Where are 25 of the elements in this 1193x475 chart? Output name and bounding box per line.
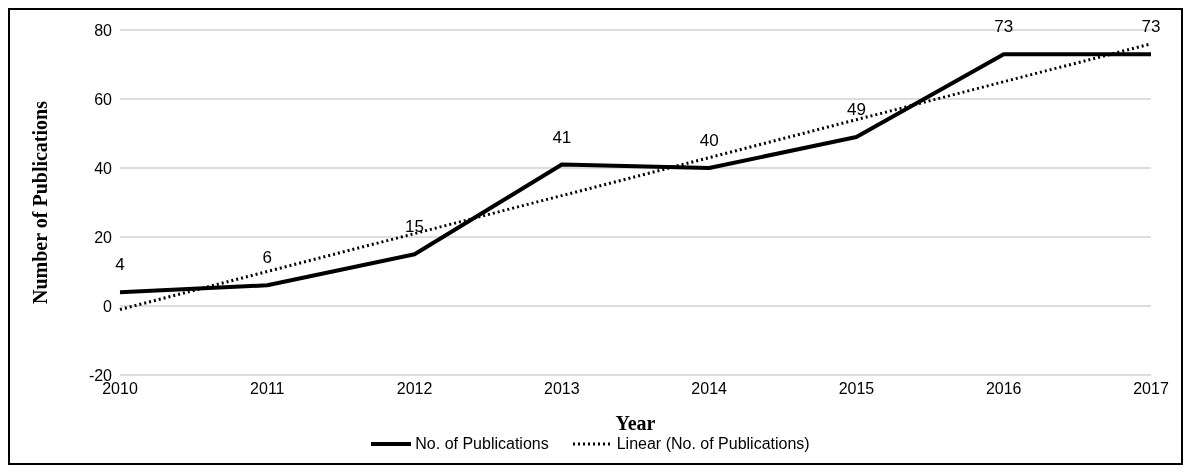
- y-tick-label: 40: [94, 159, 113, 177]
- data-label: 49: [846, 99, 866, 119]
- data-label: 15: [405, 217, 425, 237]
- y-tick-label: 20: [94, 228, 113, 246]
- y-tick-label: 80: [94, 21, 113, 39]
- y-tick-label: 60: [94, 90, 113, 108]
- x-tick-label: 2010: [102, 380, 138, 398]
- legend-label: Linear (No. of Publications): [616, 435, 810, 453]
- y-tick-label: 0: [103, 297, 113, 315]
- x-tick-label: 2012: [396, 380, 433, 398]
- x-tick-label: 2013: [544, 380, 580, 398]
- x-axis-title: Year: [615, 412, 656, 434]
- data-label: 40: [699, 131, 719, 150]
- data-label: 4: [115, 255, 125, 275]
- x-tick-label: 2016: [985, 380, 1022, 398]
- x-tick-label: 2017: [1133, 380, 1169, 398]
- x-tick-label: 2014: [691, 380, 728, 398]
- x-tick-label: 2011: [250, 380, 285, 398]
- legend-label: No. of Publications: [415, 435, 549, 453]
- data-label: 41: [552, 127, 572, 147]
- y-axis-title: Number of Publications: [29, 100, 52, 304]
- data-label: 73: [1141, 17, 1161, 37]
- data-label: 73: [994, 17, 1014, 37]
- x-tick-label: 2015: [838, 380, 875, 398]
- data-label: 6: [262, 248, 273, 268]
